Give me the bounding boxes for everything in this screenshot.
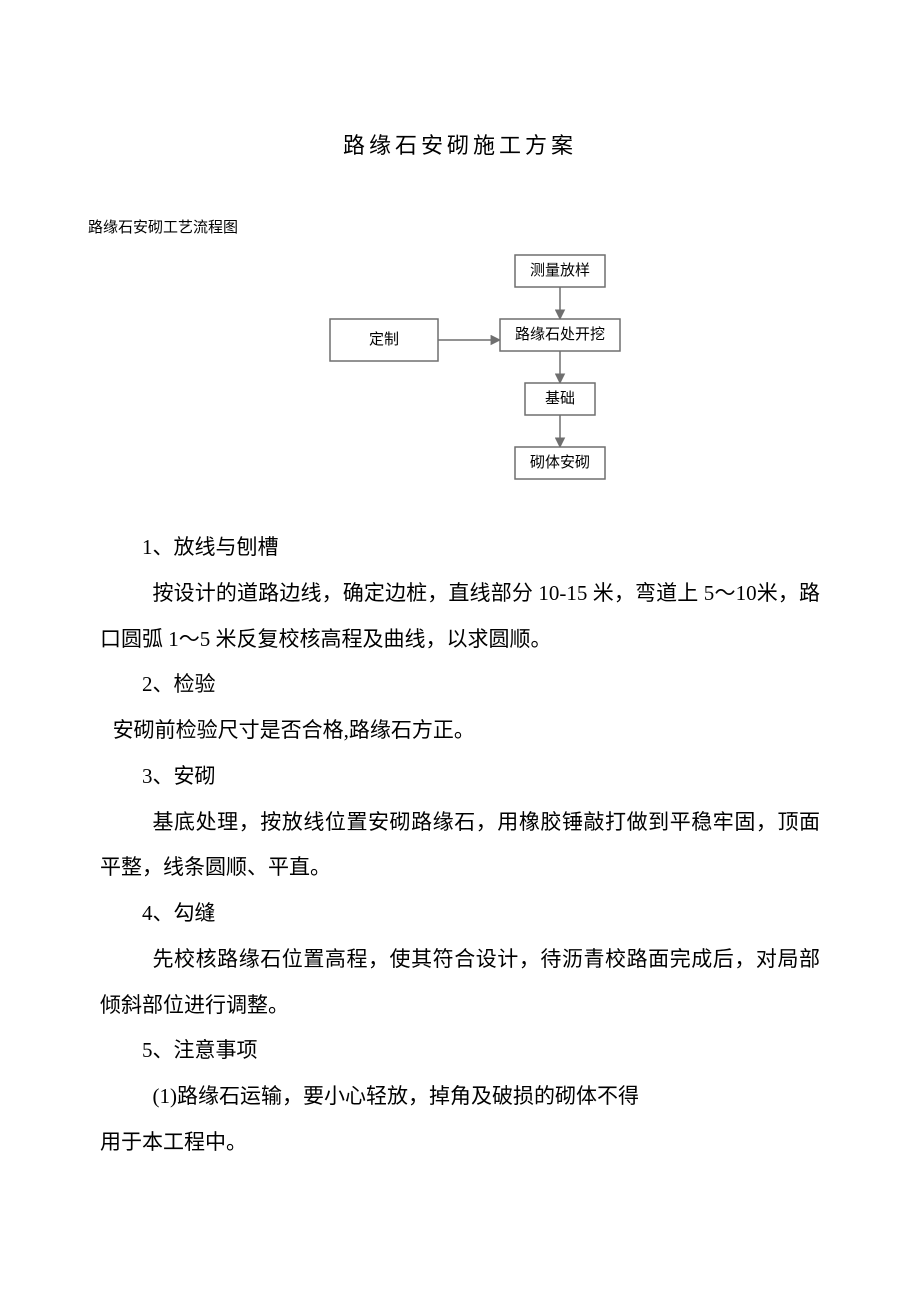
- section-1-body: 按设计的道路边线，确定边桩，直线部分 10-15 米，弯道上 5～10米，路口圆…: [100, 571, 820, 663]
- section-2-body: 安砌前检验尺寸是否合格,路缘石方正。: [100, 708, 820, 754]
- section-3-heading: 3、安砌: [100, 754, 820, 800]
- section-4-body: 先校核路缘石位置高程，使其符合设计，待沥青校路面完成后，对局部倾斜部位进行调整。: [100, 937, 820, 1029]
- flow-node-label-n5: 砌体安砌: [530, 454, 590, 471]
- section-1-heading: 1、放线与刨槽: [100, 525, 820, 571]
- flow-node-label-n4: 基础: [545, 390, 575, 407]
- flow-node-label-n3: 路缘石处开挖: [515, 326, 605, 343]
- page-title: 路缘石安砌施工方案: [100, 128, 820, 160]
- flow-subtitle: 路缘石安砌工艺流程图: [88, 216, 820, 237]
- flowchart-container: 测量放样定制 路缘石处开挖基础砌体安砌: [100, 245, 820, 489]
- section-5-sub: (1)路缘石运输，要小心轻放，掉角及破损的砌体不得: [100, 1074, 820, 1120]
- flow-node-label-n1: 测量放样: [530, 262, 590, 279]
- flow-node-label-n2: 定制: [369, 331, 399, 348]
- section-2-heading: 2、检验: [100, 662, 820, 708]
- section-4-heading: 4、勾缝: [100, 891, 820, 937]
- flowchart: 测量放样定制 路缘石处开挖基础砌体安砌: [260, 245, 660, 489]
- section-5-tail: 用于本工程中。: [100, 1120, 820, 1166]
- section-5-heading: 5、注意事项: [100, 1028, 820, 1074]
- section-3-body: 基底处理，按放线位置安砌路缘石，用橡胶锤敲打做到平稳牢固，顶面平整，线条圆顺、平…: [100, 800, 820, 892]
- document-body: 1、放线与刨槽 按设计的道路边线，确定边桩，直线部分 10-15 米，弯道上 5…: [100, 525, 820, 1166]
